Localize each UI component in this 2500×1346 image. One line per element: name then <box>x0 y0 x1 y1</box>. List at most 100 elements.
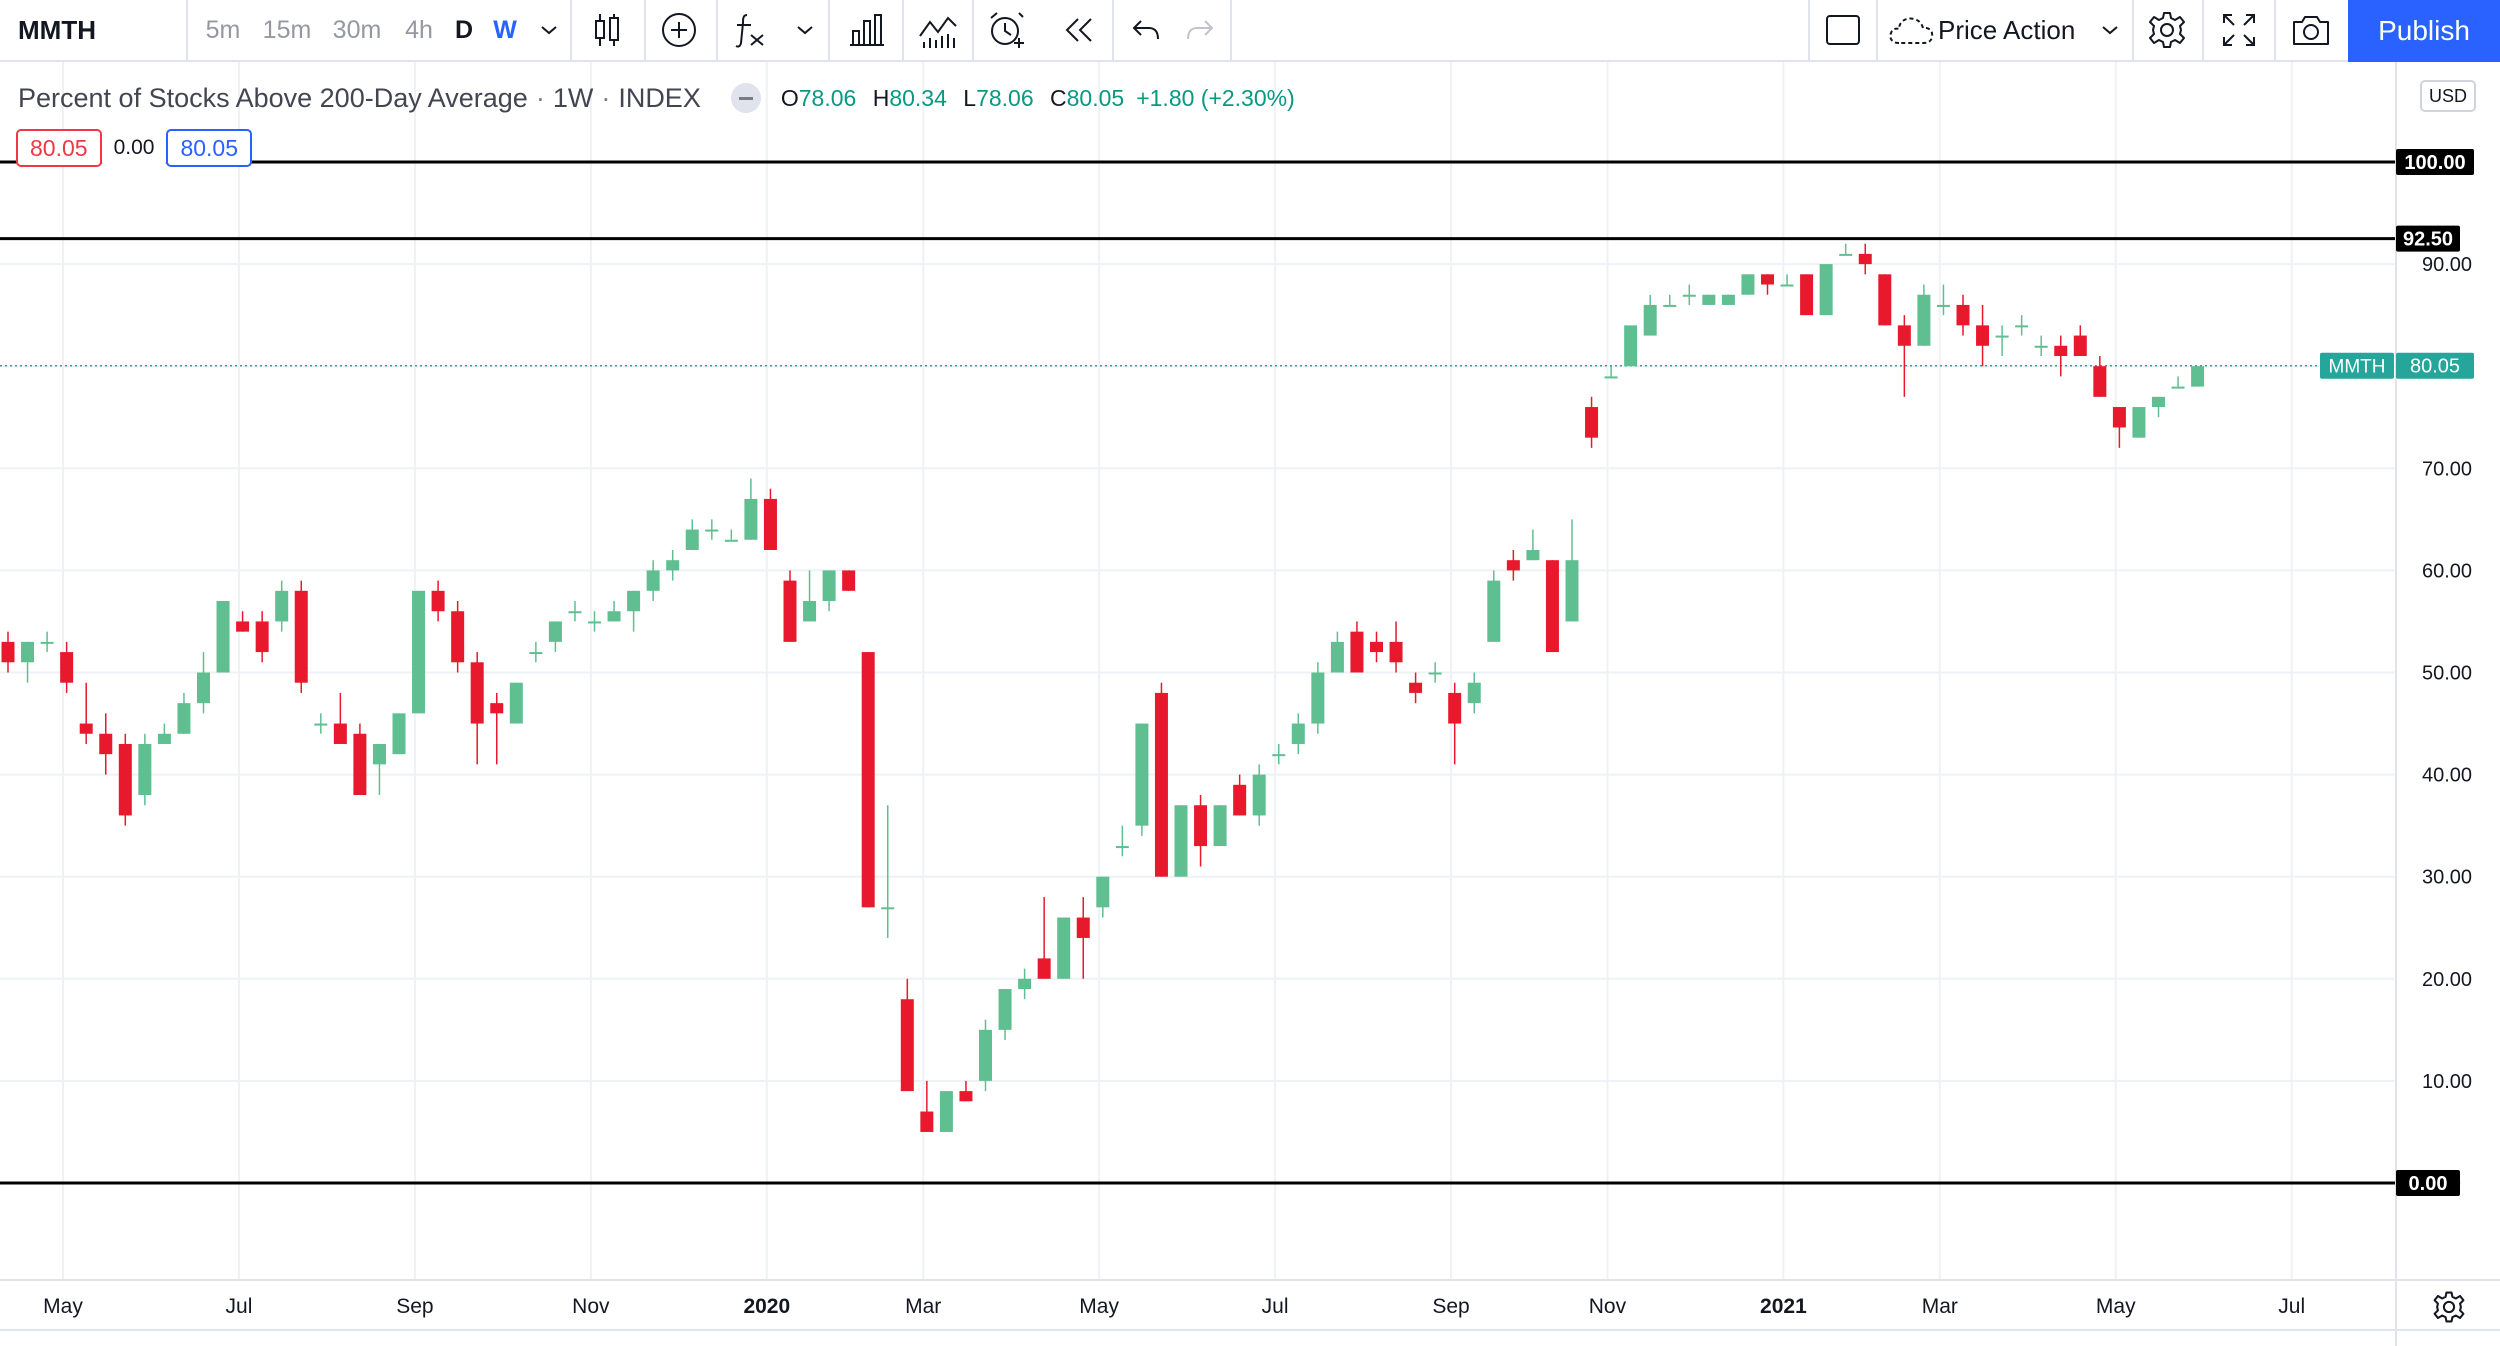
publish-button[interactable]: Publish <box>2348 0 2500 62</box>
time-tick-label: May <box>1079 1295 1119 1318</box>
bid-ask-row: 80.05 0.00 80.05 <box>16 128 252 168</box>
candle-body <box>157 733 171 744</box>
interval-5m[interactable]: 5m <box>205 15 241 44</box>
ideas-chart-icon[interactable] <box>906 0 970 60</box>
candle-body <box>1 641 15 663</box>
candle-body <box>1682 294 1696 297</box>
horizontal-line-price-label: 0.00 <box>2409 1173 2448 1195</box>
candle-body <box>900 999 914 1092</box>
legend-collapse-icon[interactable] <box>730 83 761 113</box>
interval-d[interactable]: D <box>454 15 474 44</box>
last-price-symbol-label: MMTH <box>2329 357 2386 378</box>
candle-body <box>744 498 758 540</box>
template-dropdown-chevron-icon[interactable] <box>2090 0 2130 60</box>
candle-body <box>724 539 738 542</box>
candle-body <box>2015 325 2029 328</box>
candle-body <box>1233 784 1247 816</box>
candle-body <box>1819 264 1833 316</box>
candle-body <box>548 621 562 642</box>
buy-price-box[interactable]: 80.05 <box>166 129 252 167</box>
candle-body <box>1721 294 1735 305</box>
time-tick-label: Jul <box>226 1295 253 1318</box>
financials-bar-chart-icon[interactable] <box>834 0 900 60</box>
open-key: O <box>780 84 799 111</box>
candle-body <box>1897 325 1911 346</box>
horizontal-line-price-box <box>2396 1170 2460 1196</box>
sell-price-box[interactable]: 80.05 <box>16 129 102 167</box>
candle-body <box>1096 876 1110 908</box>
high-value: 80.34 <box>889 84 947 111</box>
time-tick-label: 2020 <box>743 1295 790 1318</box>
candle-body <box>959 1091 973 1102</box>
indicators-fx-icon[interactable] <box>722 0 778 60</box>
chart-settings-gear-icon[interactable] <box>2426 1284 2472 1330</box>
toolbar-divider <box>644 0 646 60</box>
horizontal-line-price-box <box>2396 149 2474 175</box>
alert-clock-icon[interactable] <box>976 0 1038 60</box>
candle-body <box>998 989 1012 1030</box>
cloud-save-icon[interactable] <box>1886 0 1936 60</box>
candle-body <box>1526 549 1540 561</box>
settings-gear-icon[interactable] <box>2136 0 2198 60</box>
price-tick-label: 30.00 <box>2422 867 2472 889</box>
candle-body <box>40 641 54 644</box>
toolbar-divider <box>2132 0 2134 60</box>
currency-badge[interactable]: USD <box>2420 80 2476 112</box>
price-tick-label: 60.00 <box>2422 560 2472 582</box>
legend-separator: · <box>535 82 545 113</box>
bar-replay-rewind-icon[interactable] <box>1048 0 1110 60</box>
chart-template-name[interactable]: Price Action <box>1938 14 2076 45</box>
candle-body <box>1174 805 1188 877</box>
candle-body <box>1976 325 1990 346</box>
time-tick-label: Jul <box>1262 1295 1289 1318</box>
candles-chart-type-icon[interactable] <box>576 0 638 60</box>
close-key: C <box>1050 84 1067 111</box>
toolbar-divider <box>972 0 974 60</box>
candle-body <box>1448 692 1462 724</box>
undo-icon[interactable] <box>1118 0 1174 60</box>
redo-icon[interactable] <box>1172 0 1228 60</box>
axes: 0.00 10.00 20.00 30.00 40.00 50.00 60.00 70.00 8… <box>0 62 2500 1346</box>
candle-body <box>1389 641 1403 663</box>
snapshot-camera-icon[interactable] <box>2278 0 2344 60</box>
interval-dropdown-chevron-icon[interactable] <box>530 0 568 60</box>
indicators-dropdown-chevron-icon[interactable] <box>784 0 826 60</box>
candle-body <box>920 1111 934 1132</box>
series-title[interactable]: Percent of Stocks Above 200-Day Average <box>18 82 528 113</box>
interval-w[interactable]: W <box>493 15 517 44</box>
legend-separator: · <box>601 82 611 113</box>
candle-body <box>1487 580 1501 642</box>
candle-body <box>1995 335 2009 338</box>
toolbar-divider <box>2274 0 2276 60</box>
horizontal-lines[interactable] <box>0 160 2396 1185</box>
symbol-search-button[interactable]: MMTH <box>18 14 96 45</box>
interval-15m[interactable]: 15m <box>262 15 312 44</box>
low-key: L <box>963 84 977 111</box>
compare-add-symbol-icon[interactable] <box>648 0 710 60</box>
candle-body <box>431 590 445 612</box>
ohlc-values: O78.06 H80.34 L78.06 C80.05 <box>781 85 1124 112</box>
open-value: 78.06 <box>798 84 857 111</box>
candle-body <box>1311 672 1325 724</box>
chart-canvas[interactable]: 0.00 10.00 20.00 30.00 40.00 50.00 60.00 70.00 8… <box>0 62 2500 1346</box>
candle-body <box>2054 345 2068 356</box>
fullscreen-icon[interactable] <box>2206 0 2272 60</box>
time-tick-label: Nov <box>1589 1295 1627 1318</box>
last-price-symbol-box <box>2320 352 2394 379</box>
interval-30m[interactable]: 30m <box>332 15 382 44</box>
candle-body <box>509 682 523 724</box>
candle-body <box>685 529 699 550</box>
candle-body <box>529 652 543 655</box>
candle-body <box>881 907 895 910</box>
layout-square-icon[interactable] <box>1812 0 1874 60</box>
interval-4h[interactable]: 4h <box>405 15 433 44</box>
price-tick-label: 20.00 <box>2422 969 2472 991</box>
candle-body <box>803 601 817 622</box>
series-legend[interactable]: Percent of Stocks Above 200-Day Average … <box>18 78 1295 118</box>
candle-body <box>861 652 875 908</box>
candle-body <box>294 590 308 683</box>
candle-body <box>197 672 210 704</box>
candle-body <box>412 590 426 714</box>
candle-body <box>979 1029 992 1081</box>
candle-body <box>646 570 660 591</box>
